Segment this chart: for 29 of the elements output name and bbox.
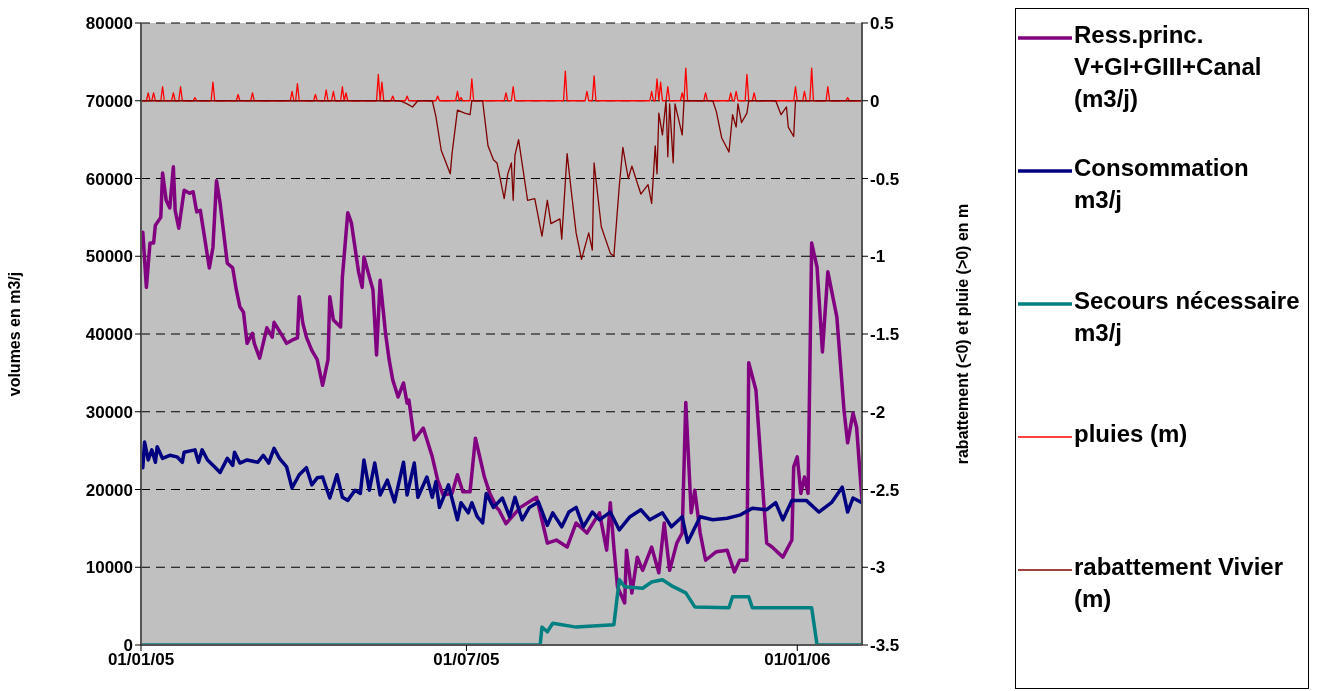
y-tick-label: 60000 (85, 169, 133, 189)
y-tick-label: 20000 (85, 480, 133, 500)
y-tick-label: 40000 (85, 325, 133, 345)
y2-tick-label: -1 (870, 247, 886, 267)
y2-tick-label: -3 (870, 558, 886, 578)
x-tick-label: 01/01/06 (764, 650, 831, 670)
y-tick-label: 50000 (85, 247, 133, 267)
y2-tick-label: -2.5 (870, 480, 900, 500)
legend-label: pluies (m) (1074, 419, 1189, 449)
legend-label: Secours nécessaire m3/j (1074, 286, 1300, 348)
y2-axis-title: rabattement (<0) et pluie (>0) en m (953, 203, 971, 465)
line-series (141, 440, 862, 545)
y-tick-label: 80000 (85, 14, 133, 34)
legend-label: rabattement Vivier (m) (1074, 552, 1284, 614)
legend-label: Consommation m3/j (1074, 153, 1250, 215)
line-series (141, 100, 862, 261)
y2-tick-label: -2 (870, 402, 886, 422)
y2-tick-label: -1.5 (870, 325, 900, 345)
legend-label: Ress.princ. V+GI+GIII+Canal (m3/j) (1074, 20, 1263, 114)
y2-tick-label: 0.5 (870, 14, 894, 34)
y-axis-title: volumes en m3/j (5, 271, 23, 397)
y-tick-label: 70000 (85, 91, 133, 111)
x-tick-label: 01/07/05 (433, 650, 500, 670)
y2-tick-label: -3.5 (870, 636, 900, 656)
y-tick-label: 10000 (85, 558, 133, 578)
y-tick-label: 30000 (85, 402, 133, 422)
y2-tick-label: 0 (870, 91, 880, 111)
y2-tick-label: -0.5 (870, 169, 900, 189)
line-series (141, 165, 862, 605)
